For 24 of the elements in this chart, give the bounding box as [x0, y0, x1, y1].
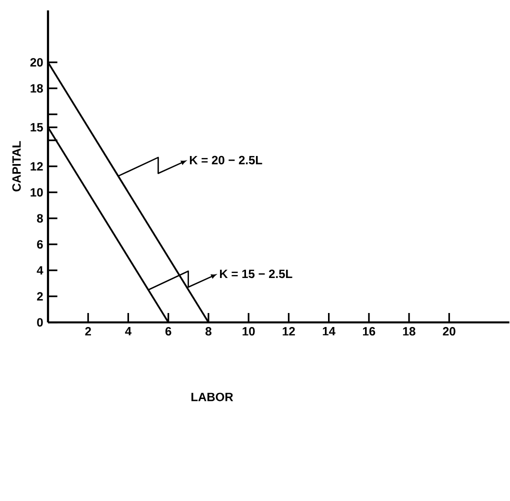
x-tick-label: 4	[125, 327, 132, 336]
y-tick-label: 10	[30, 188, 43, 197]
x-tick-label: 20	[442, 327, 456, 336]
annotation: K = 15 − 2.5L	[220, 270, 292, 278]
x-tick-label: 6	[165, 327, 172, 336]
x-tick-label: 2	[85, 327, 91, 336]
x-axis-title: LABOR	[191, 392, 234, 402]
x-tick-label: 16	[363, 327, 376, 336]
y-tick-label: 2	[37, 292, 43, 301]
x-tick-label: 10	[242, 327, 255, 336]
y-tick-label: 20	[30, 58, 43, 67]
y-tick-label: 6	[37, 240, 43, 249]
x-tick-label: 12	[282, 327, 295, 336]
y-tick-label: 12	[30, 162, 43, 171]
x-tick-label: 8	[206, 327, 212, 336]
y-axis-title: CAPITAL	[12, 141, 21, 192]
x-tick-label: 14	[322, 327, 336, 336]
y-tick-label: 0	[37, 318, 43, 327]
y-tick-label: 8	[36, 214, 43, 223]
annotation: K = 20 − 2.5L	[190, 156, 262, 164]
y-tick-label: 4	[36, 266, 44, 274]
y-tick-label: 15	[30, 123, 43, 132]
x-tick-label: 18	[403, 327, 416, 336]
y-tick-label: 18	[30, 84, 43, 93]
